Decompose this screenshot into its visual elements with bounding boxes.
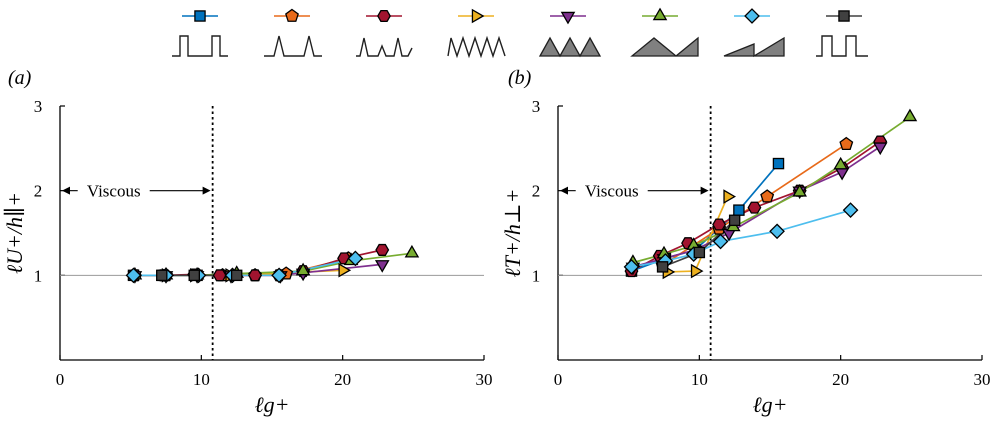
x-tick-label: 30 [476,370,493,389]
wide-triangles-icon [630,36,699,57]
viscous-annotation: Viscous [87,182,141,201]
data-point [902,108,918,122]
mixed-triangles-icon [356,37,413,57]
x-axis-label: ℓg+ [752,392,787,417]
data-point [842,202,859,218]
data-point [374,260,390,273]
panel-b: (b) 0 10 20 30 1 2 3 Viscous ℓg+ ℓT+/h⊥+ [500,67,991,417]
legend [172,7,868,59]
legend-entry [816,10,868,57]
data-point [792,183,807,197]
data-point [760,189,775,203]
y-tick-label: 2 [532,182,541,201]
x-tick-label: 10 [691,370,708,389]
legend-marker-hexagon [377,9,391,23]
data-point [347,250,364,267]
rect-closely-spaced-icon [816,35,868,57]
panel-a: (a) 0 10 20 30 1 2 3 Viscous ℓg+ ℓU+/h∥+ [2,67,493,417]
legend-entry [172,10,228,57]
data-point [271,267,287,284]
y-axis-label: ℓU+/h∥+ [2,192,27,274]
x-tick-label: 30 [974,370,991,389]
data-point [125,267,142,284]
arrowhead-left [560,186,568,195]
data-point [733,204,745,216]
series-group [125,243,420,284]
legend-entry [723,8,785,58]
data-point [188,269,201,282]
legend-marker-square [838,10,850,22]
dense-triangles-icon [447,35,506,59]
y-tick-label: 1 [532,266,541,285]
data-point [295,262,311,276]
panel-label: (b) [508,67,532,89]
data-point [772,157,785,170]
data-point [747,201,762,214]
data-point [230,269,243,282]
legend-marker-square [194,10,206,22]
data-point [156,269,168,282]
legend-marker-triangle-right [471,8,485,24]
data-point [693,246,706,259]
legend-entry [356,9,413,57]
arrowhead-left [62,186,70,195]
y-tick-label: 3 [34,97,43,116]
legend-marker-triangle-down [560,11,576,25]
data-point [872,142,888,156]
series-group [623,108,918,280]
y-tick-label: 3 [532,97,541,116]
x-tick-label: 20 [832,370,849,389]
arrowhead-right [202,186,211,195]
data-point [712,233,729,250]
data-point [338,262,352,278]
data-point [212,269,227,282]
series-line [134,252,413,277]
arrowhead-right [700,186,709,195]
data-point [248,269,262,282]
data-point [623,259,640,275]
legend-entry [630,7,699,57]
filled-triangles-icon [538,36,602,58]
data-point [728,214,741,227]
narrow-triangles-icon [264,35,322,57]
x-tick-label: 0 [56,370,65,389]
legend-entry [264,8,322,57]
legend-marker-triangle-up [652,7,668,21]
data-point [833,156,848,170]
data-point [712,218,727,231]
y-axis-label: ℓT+/h⊥+ [500,189,525,278]
panel-label: (a) [8,67,32,89]
data-point [690,263,704,279]
x-tick-label: 20 [334,370,351,389]
legend-marker-diamond [744,8,760,24]
x-tick-label: 0 [554,370,563,389]
y-tick-label: 2 [34,182,43,201]
legend-entry [538,11,602,58]
data-point [839,136,854,151]
x-tick-label: 10 [193,370,210,389]
data-point [375,243,390,256]
viscous-annotation: Viscous [585,182,639,201]
data-point [404,244,420,258]
x-axis-label: ℓg+ [254,392,289,417]
data-point [723,189,737,204]
y-tick-label: 1 [34,266,43,285]
data-point [656,261,669,273]
legend-entry [447,8,506,59]
series-line [632,116,911,264]
rect-widely-spaced-icon [172,35,228,57]
legend-marker-pentagon [285,8,299,22]
data-point [769,223,785,240]
sawtooth-icon [723,36,785,58]
